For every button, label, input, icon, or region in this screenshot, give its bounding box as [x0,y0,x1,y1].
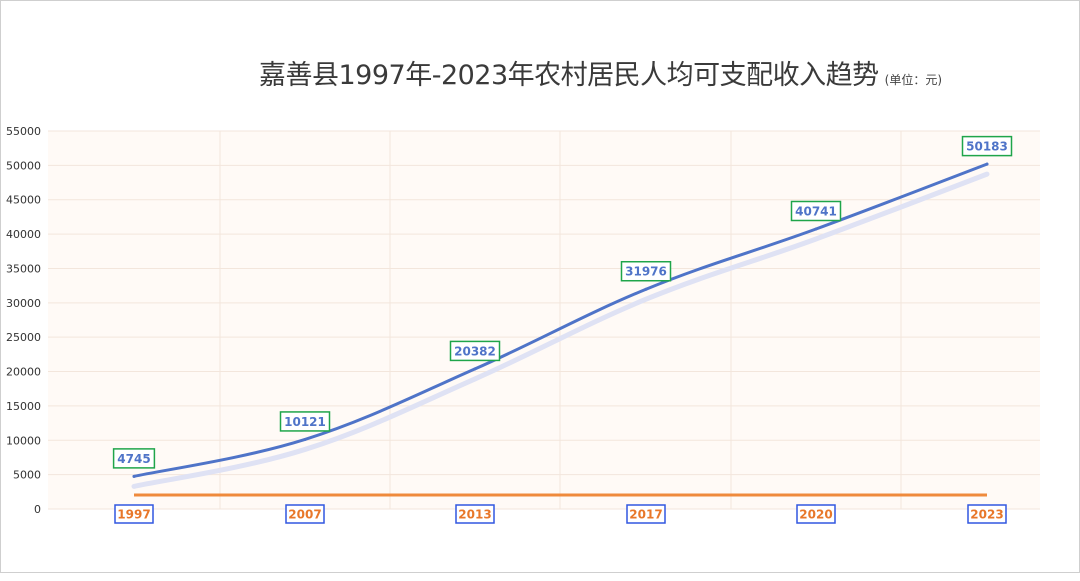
x-tick-label-box [967,504,1007,524]
y-tick-label: 45000 [6,194,41,207]
x-tick-label-box [285,504,325,524]
x-tick-label-box [114,504,154,524]
data-label: 10121 [284,415,326,429]
data-point [644,287,648,291]
data-label-box [620,260,672,282]
y-tick-label: 35000 [6,262,41,275]
x-tick-label-box [796,504,836,524]
x-tick-label-box [455,504,495,524]
y-tick-label: 15000 [6,400,41,413]
data-point [473,367,477,371]
data-point [814,227,818,231]
y-tick-label: 5000 [13,469,41,482]
y-tick-label: 25000 [6,331,41,344]
series-shadow-line [131,171,990,489]
data-label-box [449,340,501,362]
x-tick-label: 1997 [117,508,150,522]
x-tick-label: 2017 [629,508,662,522]
data-point [132,474,136,478]
y-tick-label: 20000 [6,366,41,379]
data-point [303,437,307,441]
x-tick-label-box [626,504,666,524]
data-label: 31976 [625,265,667,279]
data-label-box [790,200,842,222]
chart-subtitle: (单位：元) [884,73,943,87]
data-label: 50183 [966,140,1008,154]
data-label-box [279,411,331,432]
data-label: 40741 [795,204,837,218]
y-tick-label: 10000 [6,434,41,447]
chart-title-block: 嘉善县1997年-2023年农村居民人均可支配收入趋势 (单位：元) [259,53,942,92]
data-label: 4745 [117,452,150,466]
data-label-box [112,448,156,469]
chart-title: 嘉善县1997年-2023年农村居民人均可支配收入趋势 [259,60,879,91]
x-tick-label: 2020 [799,508,832,522]
y-tick-label: 50000 [6,159,41,172]
x-tick-label: 2013 [458,508,491,522]
data-label-box [961,135,1013,157]
data-label: 20382 [454,344,496,358]
y-tick-label: 40000 [6,228,41,241]
y-tick-label: 55000 [6,125,41,138]
y-tick-label: 0 [34,503,41,516]
data-point [985,162,989,166]
x-tick-label: 2007 [288,508,321,522]
x-tick-label: 2023 [970,508,1003,522]
y-tick-label: 30000 [6,297,41,310]
plot-area [48,131,1040,509]
